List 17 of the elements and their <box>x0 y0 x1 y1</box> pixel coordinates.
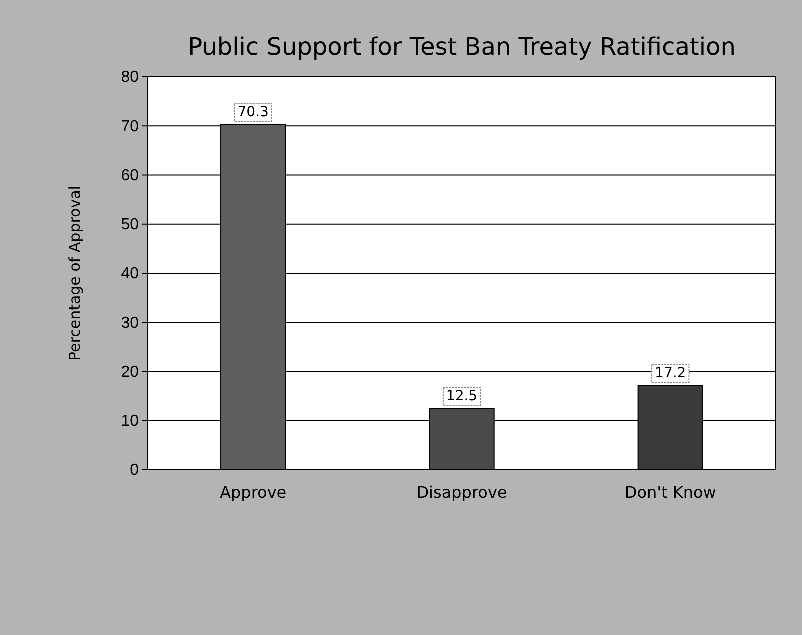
x-tick-label: Approve <box>220 483 287 502</box>
y-tick-label: 40 <box>121 266 140 283</box>
x-tick-label: Disapprove <box>416 483 508 502</box>
y-axis-title: Percentage of Approval <box>66 186 84 361</box>
y-tick-label: 70 <box>121 118 140 136</box>
y-tick-label: 30 <box>121 314 140 332</box>
data-label: 12.5 <box>446 388 478 405</box>
y-tick-label: 50 <box>121 216 140 234</box>
data-label: 17.2 <box>655 366 686 382</box>
data-label: 70.3 <box>238 104 269 121</box>
chart-title: Public Support for Test Ban Treaty Ratification <box>188 33 736 61</box>
y-tick-label: 20 <box>121 364 140 381</box>
y-tick-label: 10 <box>121 412 140 430</box>
y-tick-label: 60 <box>121 167 140 184</box>
y-tick-label: 80 <box>121 69 140 86</box>
x-tick-label: Don't Know <box>624 483 716 502</box>
y-tick-label: 0 <box>130 462 140 480</box>
